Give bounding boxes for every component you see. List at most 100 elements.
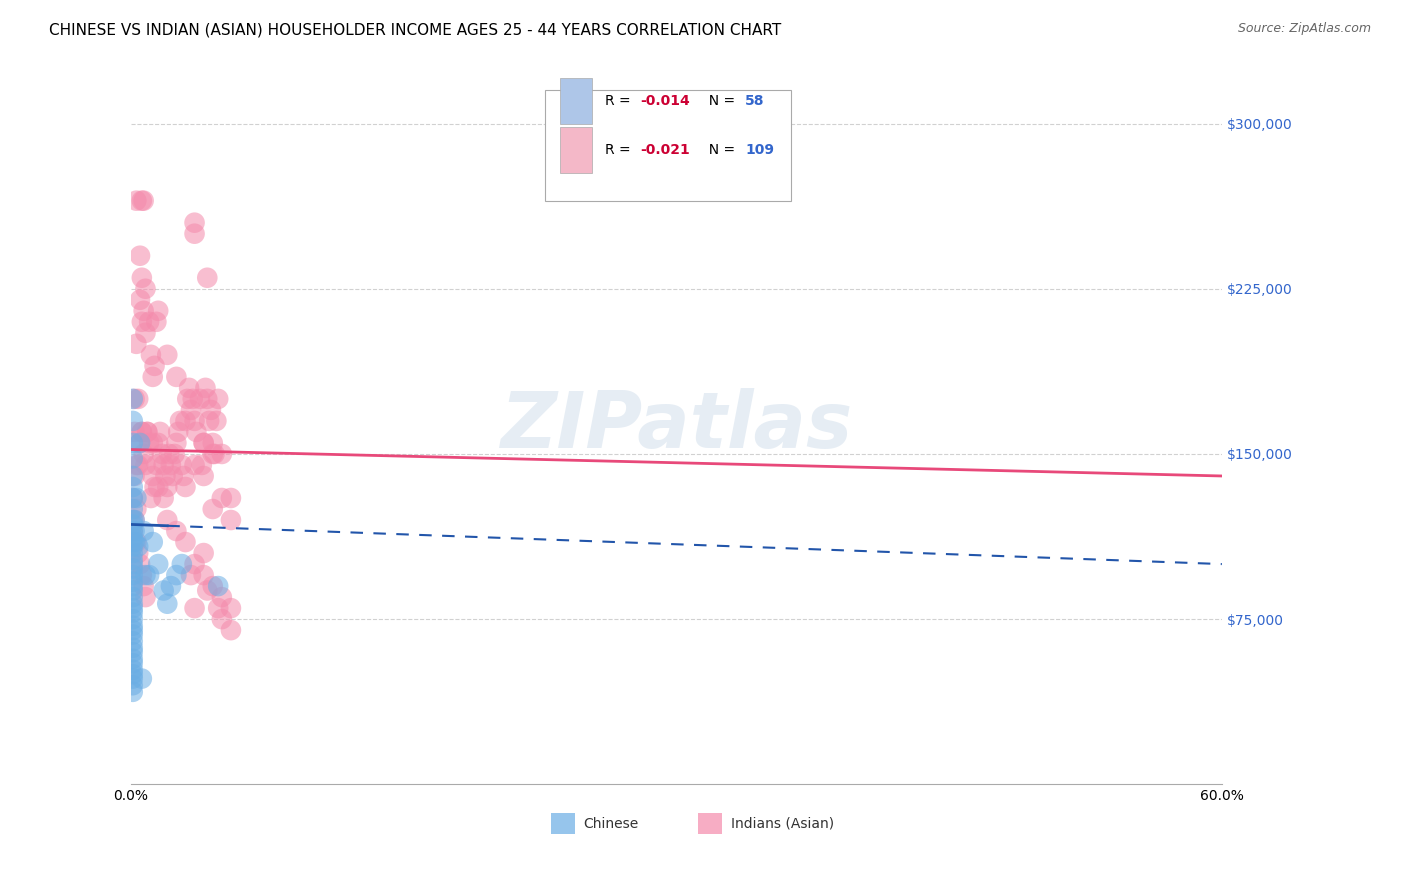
Text: -0.021: -0.021 [640,143,690,157]
Bar [551,813,575,834]
Point [134,326,156,340]
Point [211,447,233,461]
Point [121,656,143,670]
Point [194,381,217,395]
Point [121,619,143,633]
Point [121,601,143,615]
Point [152,583,174,598]
Point [134,568,156,582]
Point [188,392,211,406]
Point [165,524,187,538]
Point [121,535,143,549]
Point [145,458,167,472]
Point [174,480,197,494]
Point [138,315,160,329]
Point [129,436,152,450]
Point [121,627,143,641]
Point [201,579,224,593]
Point [142,436,165,450]
Point [121,480,143,494]
Point [156,480,179,494]
Point [143,480,166,494]
Point [201,502,224,516]
Point [169,414,191,428]
Point [204,447,226,461]
Point [136,425,159,439]
Point [131,672,153,686]
Point [121,574,143,589]
Point [180,403,202,417]
Point [139,491,162,505]
Point [125,336,148,351]
Text: Indians (Asian): Indians (Asian) [731,817,834,830]
Point [127,458,149,472]
Point [142,369,165,384]
Bar [560,127,592,173]
Point [219,623,242,637]
Point [136,425,159,439]
Point [121,546,143,560]
Point [132,303,155,318]
Point [195,583,218,598]
Point [121,531,143,545]
Text: CHINESE VS INDIAN (ASIAN) HOUSEHOLDER INCOME AGES 25 - 44 YEARS CORRELATION CHAR: CHINESE VS INDIAN (ASIAN) HOUSEHOLDER IN… [49,22,782,37]
Point [142,469,165,483]
Point [195,392,218,406]
Point [121,513,143,527]
Point [162,469,184,483]
Point [121,524,143,538]
Point [134,282,156,296]
Point [207,601,229,615]
Point [121,502,143,516]
Point [211,612,233,626]
Point [121,583,143,598]
Point [186,425,208,439]
Point [124,513,146,527]
Point [183,557,205,571]
Point [131,315,153,329]
Point [177,381,200,395]
Point [163,447,186,461]
Point [180,568,202,582]
Point [219,601,242,615]
Point [121,469,143,483]
Point [121,568,143,582]
Point [139,348,162,362]
Point [150,447,173,461]
Point [207,392,229,406]
Point [121,685,143,699]
Point [125,194,148,208]
Point [132,194,155,208]
Point [183,414,205,428]
Point [138,568,160,582]
Point [121,612,143,626]
Point [201,436,224,450]
Point [121,579,143,593]
Point [156,597,179,611]
Point [134,458,156,472]
Point [174,414,197,428]
Text: 109: 109 [745,143,775,157]
Point [160,579,183,593]
Point [193,568,215,582]
Point [121,667,143,681]
Point [121,491,143,505]
Point [129,557,152,571]
Point [125,458,148,472]
Point [121,678,143,692]
Point [121,597,143,611]
Point [148,557,170,571]
Text: 58: 58 [745,95,765,108]
Point [121,552,143,566]
Point [121,652,143,666]
Point [131,270,153,285]
Text: R =: R = [606,143,636,157]
Point [121,436,143,450]
Point [131,194,153,208]
Point [125,535,148,549]
Point [142,535,165,549]
Point [124,425,146,439]
Text: N =: N = [700,143,740,157]
Point [165,369,187,384]
Point [211,491,233,505]
